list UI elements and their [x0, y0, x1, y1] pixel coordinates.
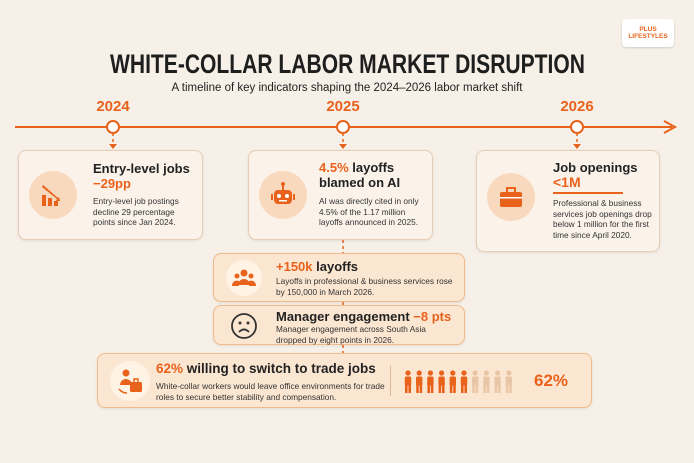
icon: [110, 361, 150, 401]
subtitle: A timeline of key indicators shaping the…: [171, 82, 523, 94]
divider: [390, 366, 391, 396]
card-body: Manager engagement across South Asia dro…: [276, 324, 426, 345]
card-highlight: −8 pts: [413, 309, 452, 324]
card-highlight: <1M: [553, 174, 581, 190]
person-icon: [460, 370, 468, 393]
people-icons: [404, 370, 512, 393]
card-highlight: 4.5%: [319, 160, 349, 175]
logo: PLUS LIFESTYLES: [622, 19, 674, 47]
card-stat: 62%: [534, 371, 569, 390]
card: 4.5% layoffs blamed on AI AI was directl…: [248, 150, 433, 240]
person-icon: [472, 370, 479, 393]
card-title: Entry-level jobs: [93, 161, 190, 176]
logo-line: LIFESTYLES: [628, 33, 668, 40]
logo-line: PLUS: [639, 26, 657, 33]
card-title: layoffs: [316, 259, 359, 274]
title: WHITE-COLLAR LABOR MARKET DISRUPTION: [109, 49, 585, 79]
card-body: AI was directly cited in only 4.5% of th…: [319, 196, 419, 227]
person-icon: [404, 370, 412, 393]
person-icon: [483, 370, 490, 393]
card-title: Manager engagement: [276, 309, 410, 324]
year: 2026: [560, 98, 594, 115]
card-highlight: +150k: [276, 259, 313, 274]
person-icon: [505, 370, 512, 393]
icon: [259, 171, 307, 219]
card: Entry-level jobs −29pp Entry-level job p…: [18, 150, 203, 240]
card-body: Professional & business services job ope…: [553, 198, 652, 240]
title-wrap: WHITE-COLLAR LABOR MARKET DISRUPTION: [0, 49, 694, 80]
card-title: Job openings: [553, 160, 638, 175]
icon: [487, 173, 535, 221]
card: Job openings <1M Professional & business …: [476, 150, 660, 252]
card: +150k layoffs Layoffs in professional & …: [213, 253, 465, 302]
person-icon: [416, 370, 423, 393]
person-icon: [494, 370, 501, 393]
icon: [228, 310, 260, 342]
card-title: layoffs blamed on AI: [319, 160, 401, 190]
person-icon: [449, 370, 456, 393]
person-icon: [438, 370, 445, 393]
card: 62% willing to switch to trade jobs Whit…: [97, 353, 592, 408]
card-body: White-collar workers would leave office …: [156, 381, 385, 402]
card-title: willing to switch to trade jobs: [186, 361, 376, 376]
card-body: Layoffs in professional & business servi…: [276, 276, 453, 297]
year: 2024: [96, 98, 130, 115]
person-icon: [427, 370, 434, 393]
icon: [29, 171, 77, 219]
card-highlight: −29pp: [93, 176, 131, 191]
year: 2025: [326, 98, 360, 115]
card: Manager engagement −8 pts Manager engage…: [213, 305, 465, 345]
icon: [226, 260, 262, 296]
card-highlight: 62%: [156, 361, 184, 376]
card-body: Entry-level job postings decline 29 perc…: [93, 196, 179, 227]
